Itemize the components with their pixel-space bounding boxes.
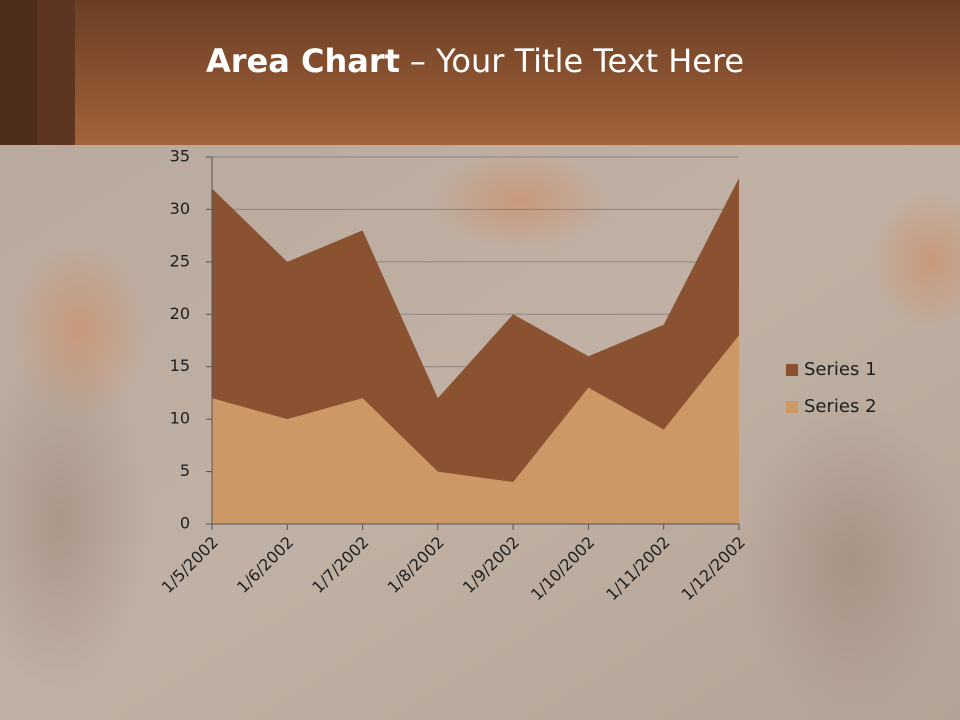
y-tick-label: 15 [170,356,190,375]
title-text: – Your Title Text Here [410,42,744,80]
legend-swatch [786,401,798,413]
legend-swatch [786,364,798,376]
area [212,335,739,524]
background-texture [0,340,150,700]
background-texture [740,400,960,720]
y-tick-label: 30 [170,199,190,218]
y-tick-label: 20 [170,304,190,323]
header-band [0,0,960,145]
y-tick-label: 0 [180,514,190,533]
legend-label: Series 1 [804,359,877,380]
background-texture [870,190,960,330]
chart-title: Area Chart – Your Title Text Here [206,42,744,80]
title-emphasis: Area Chart [206,42,400,80]
background-texture [430,150,610,250]
y-tick-label: 35 [170,147,190,166]
header-stripe [0,0,37,145]
y-tick-label: 10 [170,409,190,428]
y-tick-label: 25 [170,251,190,270]
header-stripe [37,0,75,145]
legend-label: Series 2 [804,396,877,417]
y-tick-label: 5 [180,461,190,480]
